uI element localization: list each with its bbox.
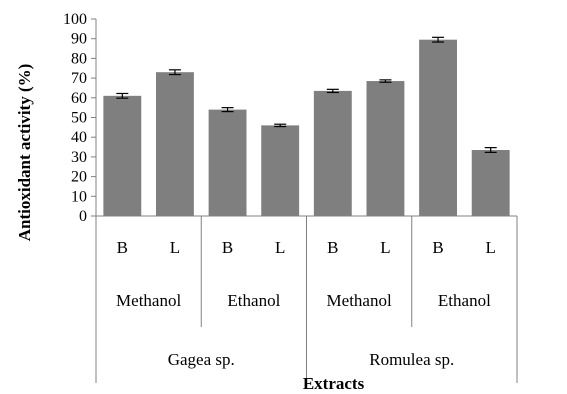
x-part-label: B <box>117 238 128 257</box>
y-tick-label: 50 <box>71 110 87 127</box>
x-solvent-label: Ethanol <box>227 291 280 310</box>
x-solvent-label: Methanol <box>116 291 181 310</box>
x-part-label: B <box>432 238 443 257</box>
y-tick-label: 20 <box>71 169 87 186</box>
x-part-label: L <box>485 238 495 257</box>
bar <box>471 150 510 216</box>
x-part-label: L <box>170 238 180 257</box>
x-species-label: Gagea sp. <box>168 350 235 369</box>
y-tick-label: 10 <box>71 188 87 205</box>
x-species-label: Romulea sp. <box>369 350 454 369</box>
y-tick-label: 100 <box>63 11 87 28</box>
x-solvent-label: Ethanol <box>438 291 491 310</box>
y-tick-label: 60 <box>71 90 87 107</box>
y-tick-label: 90 <box>71 31 87 48</box>
bar <box>103 95 142 216</box>
bar <box>155 72 194 216</box>
y-axis-title: Antioxidant activity (%) <box>15 64 34 242</box>
y-tick-label: 30 <box>71 149 87 166</box>
bar <box>313 90 352 216</box>
bar <box>261 125 300 216</box>
y-tick-label: 0 <box>79 208 87 225</box>
x-part-label: L <box>275 238 285 257</box>
x-solvent-label: Methanol <box>327 291 392 310</box>
x-part-label: B <box>222 238 233 257</box>
x-part-label: L <box>380 238 390 257</box>
bar <box>419 39 458 217</box>
bar <box>208 109 247 216</box>
y-tick-label: 80 <box>71 50 87 67</box>
y-tick-label: 40 <box>71 129 87 146</box>
bar <box>366 81 405 217</box>
x-part-label: B <box>327 238 338 257</box>
y-tick-label: 70 <box>71 70 87 87</box>
x-axis-title: Extracts <box>303 374 365 393</box>
